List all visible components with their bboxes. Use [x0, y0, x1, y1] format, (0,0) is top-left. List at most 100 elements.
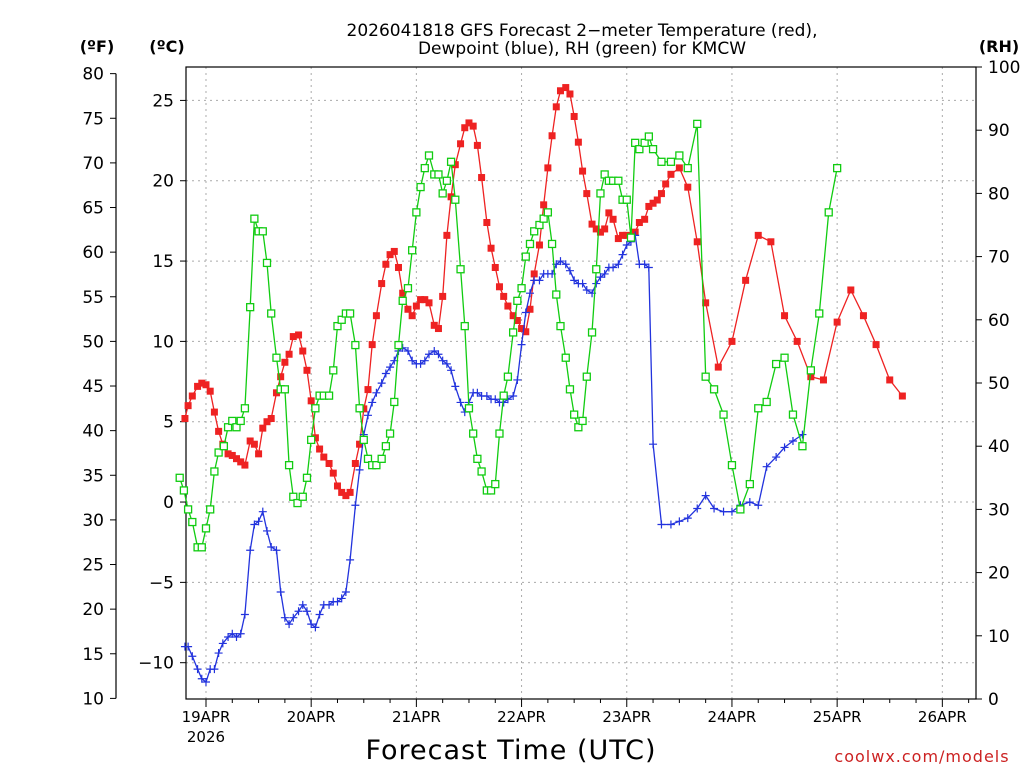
dewpoint-point — [188, 652, 197, 661]
dewpoint-point — [451, 382, 460, 391]
rh-tick-label: 0 — [988, 690, 999, 710]
dewpoint-point — [272, 546, 281, 555]
rh-tick-label: 100 — [988, 58, 1020, 78]
dewpoint-point — [442, 359, 451, 368]
temperature-point — [530, 270, 538, 278]
x-tick-label: 24APR — [708, 708, 757, 726]
temperature-point — [316, 445, 324, 453]
x-tick-label: 22APR — [497, 708, 546, 726]
dewpoint-point — [184, 642, 193, 651]
dewpoint-point — [596, 273, 605, 282]
dewpoint-point — [210, 665, 219, 674]
rh-point — [460, 321, 469, 331]
fahrenheit-tick-label: 45 — [82, 377, 104, 397]
dewpoint-point — [294, 607, 303, 616]
temperature-point — [614, 235, 622, 243]
fahrenheit-tick-label: 60 — [82, 243, 104, 263]
dewpoint-point — [420, 356, 429, 365]
temperature-point — [368, 341, 376, 349]
dewpoint-point — [517, 340, 526, 349]
rh-tick-label: 80 — [988, 184, 1010, 204]
temperature-point — [443, 231, 451, 239]
rh-point — [324, 391, 334, 400]
axis-ticks: 19APR 2026 20APR 21APR 22APR 23APR 24APR 25APR 2… — [82, 58, 1020, 746]
temperature-point — [566, 90, 574, 98]
dewpoint-point — [535, 276, 544, 285]
rh-point — [644, 132, 653, 141]
rh-point — [183, 505, 193, 514]
temperature-point — [807, 373, 815, 381]
temperature-point — [272, 389, 280, 397]
temperature-point — [346, 488, 354, 496]
temperature-point — [241, 461, 249, 469]
temperature-point — [556, 87, 564, 95]
temperature-point — [412, 302, 420, 310]
rh-point — [622, 195, 631, 204]
temperature-point — [623, 231, 631, 239]
temperature-point — [277, 373, 285, 381]
rh-point — [412, 208, 421, 217]
x-tick-label: 20APR — [287, 708, 336, 726]
rh-point — [666, 157, 676, 166]
celsius-tick-label: 25 — [152, 91, 174, 111]
dewpoint-point — [600, 269, 609, 278]
rh-point — [307, 435, 316, 445]
rh-point — [210, 467, 219, 476]
temperature-point — [478, 174, 486, 182]
rh-point — [701, 372, 710, 381]
rh-point — [451, 195, 460, 204]
temperature-point — [202, 381, 210, 389]
rh-point — [771, 359, 781, 369]
rh-point — [762, 397, 771, 407]
rh-point — [719, 410, 728, 419]
dewpoint-point — [403, 347, 412, 356]
dewpoint-point — [525, 289, 534, 298]
dewpoint-point — [683, 514, 692, 523]
rh-point — [499, 391, 508, 400]
rh-point — [693, 119, 702, 129]
fahrenheit-tick-label: 75 — [82, 109, 104, 129]
x-tick-label: 26APR — [918, 708, 967, 726]
rh-point — [640, 138, 649, 147]
temperature-point — [596, 228, 604, 236]
rh-point — [631, 138, 640, 147]
rh-point — [258, 227, 267, 236]
dewpoint-point — [509, 392, 518, 401]
fahrenheit-tick-label: 70 — [82, 154, 104, 174]
x-tick-label: 21APR — [392, 708, 441, 726]
rh-point — [788, 410, 798, 419]
rh-tick-label: 20 — [988, 564, 1010, 584]
temperature-point — [263, 418, 271, 426]
rh-point — [614, 176, 623, 185]
temperature-point — [356, 440, 364, 448]
dewpoint-point — [719, 507, 728, 516]
temperature-point — [224, 450, 232, 458]
temperature-point — [198, 379, 206, 387]
dewpoint-point — [592, 279, 601, 288]
temperature-point — [793, 337, 801, 345]
dewpoint-point — [250, 520, 259, 529]
rh-point — [179, 486, 189, 495]
dewpoint-point — [578, 279, 587, 288]
temperature-point — [859, 312, 867, 320]
temperature-point — [184, 402, 192, 410]
rh-point — [754, 404, 763, 413]
rh-point — [517, 284, 526, 293]
rh-point — [509, 328, 518, 337]
temperature-point — [372, 312, 380, 320]
temperature-point — [386, 251, 394, 259]
rh-point — [543, 208, 553, 217]
dewpoint-point — [780, 443, 789, 452]
dewpoint-point — [254, 517, 263, 526]
dewpoint-point — [355, 465, 364, 474]
rh-tick-label: 30 — [988, 500, 1010, 520]
dewpoint-point — [649, 440, 658, 449]
fahrenheit-tick-label: 10 — [82, 689, 104, 709]
rh-point — [289, 492, 298, 501]
fahrenheit-tick-label: 80 — [82, 65, 104, 85]
rh-point — [592, 265, 601, 274]
rh-point — [570, 410, 579, 419]
rh-point — [525, 239, 535, 249]
celsius-tick-label: 20 — [152, 172, 174, 192]
fahrenheit-tick-label: 20 — [82, 600, 104, 620]
